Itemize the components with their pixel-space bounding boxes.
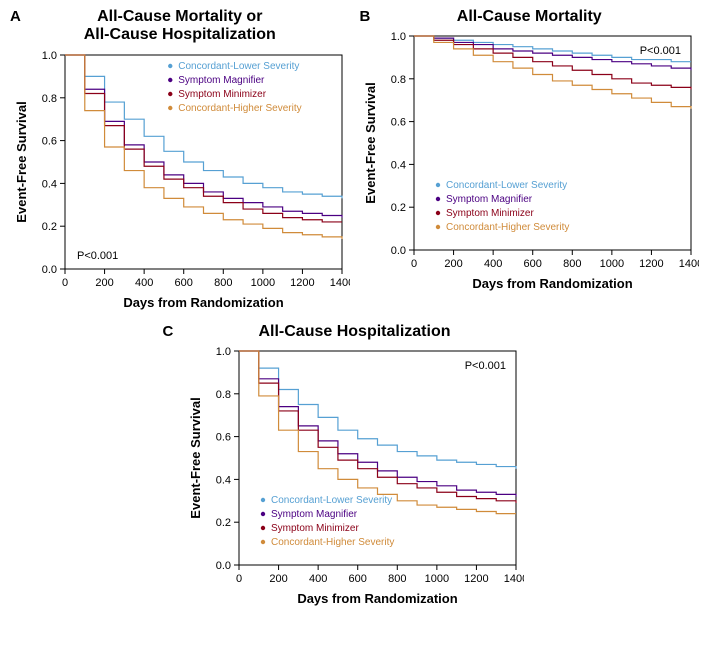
svg-text:Event-Free Survival: Event-Free Survival: [363, 83, 378, 204]
panel-c-svg: 0 200 400 600 800 1000 1200 1400 0.0 0.2 0.4 0.6 0.8…: [184, 343, 524, 613]
svg-text:Concordant-Lower Severity: Concordant-Lower Severity: [178, 61, 299, 72]
svg-text:0: 0: [411, 258, 417, 270]
svg-text:800: 800: [389, 573, 407, 585]
panel-a-title-line2: All-Cause Hospitalization: [84, 26, 276, 43]
panel-a: A All-Cause Mortality or All-Cause Hospi…: [8, 8, 352, 317]
svg-text:0.4: 0.4: [391, 160, 406, 172]
svg-text:0.6: 0.6: [391, 117, 406, 129]
panel-b-title: All-Cause Mortality: [358, 8, 702, 26]
panel-c-label: C: [162, 323, 173, 340]
svg-text:0.0: 0.0: [391, 245, 406, 257]
svg-text:0: 0: [236, 573, 242, 585]
svg-text:0.8: 0.8: [216, 389, 231, 401]
svg-text:Symptom Magnifier: Symptom Magnifier: [271, 509, 358, 520]
svg-text:0.4: 0.4: [41, 178, 56, 190]
svg-text:800: 800: [563, 258, 581, 270]
svg-text:P<0.001: P<0.001: [640, 45, 681, 57]
svg-text:800: 800: [214, 277, 232, 289]
svg-text:1.0: 1.0: [41, 50, 56, 62]
panel-b-label: B: [360, 8, 371, 25]
svg-text:1400: 1400: [679, 258, 699, 270]
svg-text:P<0.001: P<0.001: [465, 360, 506, 372]
svg-text:Symptom Magnifier: Symptom Magnifier: [178, 75, 265, 86]
panel-a-svg: 0 200 400 600 800 1000 1200 1400 0.0 0.2 0.4 0.6 0.8…: [10, 47, 350, 317]
svg-text:200: 200: [95, 277, 113, 289]
panel-c: C All-Cause Hospitalization 0 200 400 600 80…: [160, 323, 548, 613]
svg-text:Concordant-Lower Severity: Concordant-Lower Severity: [271, 495, 392, 506]
svg-text:1400: 1400: [504, 573, 524, 585]
svg-text:0.6: 0.6: [216, 432, 231, 444]
svg-text:0.6: 0.6: [41, 135, 56, 147]
svg-text:600: 600: [349, 573, 367, 585]
svg-text:Symptom Magnifier: Symptom Magnifier: [446, 194, 533, 205]
svg-text:0.0: 0.0: [216, 560, 231, 572]
svg-text:200: 200: [445, 258, 463, 270]
svg-text:600: 600: [174, 277, 192, 289]
svg-text:1200: 1200: [465, 573, 489, 585]
svg-text:400: 400: [484, 258, 502, 270]
svg-text:Event-Free Survival: Event-Free Survival: [14, 101, 29, 222]
svg-text:Concordant-Higher Severity: Concordant-Higher Severity: [271, 537, 394, 548]
panel-a-title: All-Cause Mortality or All-Cause Hospita…: [8, 8, 352, 45]
svg-text:Event-Free Survival: Event-Free Survival: [188, 397, 203, 518]
panel-c-title: All-Cause Hospitalization: [160, 323, 548, 341]
panel-b-title-line1: All-Cause Mortality: [457, 8, 602, 25]
svg-text:Days from Randomization: Days from Randomization: [298, 591, 458, 606]
svg-text:Concordant-Lower Severity: Concordant-Lower Severity: [446, 180, 567, 191]
svg-text:0.2: 0.2: [391, 203, 406, 215]
svg-text:0.8: 0.8: [391, 74, 406, 86]
svg-text:Concordant-Higher Severity: Concordant-Higher Severity: [446, 222, 569, 233]
svg-text:1.0: 1.0: [391, 31, 406, 43]
svg-text:0.2: 0.2: [41, 221, 56, 233]
panel-a-title-line1: All-Cause Mortality or: [97, 8, 262, 25]
svg-text:Symptom Minimizer: Symptom Minimizer: [446, 208, 534, 219]
panel-b-svg: 0 200 400 600 800 1000 1200 1400 0.0 0.2 0.4 0.6 0.8…: [359, 28, 699, 298]
svg-text:P<0.001: P<0.001: [77, 250, 118, 262]
svg-text:Symptom Minimizer: Symptom Minimizer: [271, 523, 359, 534]
svg-text:Days from Randomization: Days from Randomization: [123, 295, 283, 310]
svg-text:1000: 1000: [425, 573, 449, 585]
svg-text:1.0: 1.0: [216, 346, 231, 358]
svg-text:400: 400: [135, 277, 153, 289]
svg-text:0.4: 0.4: [216, 475, 231, 487]
svg-text:600: 600: [524, 258, 542, 270]
svg-text:1000: 1000: [250, 277, 274, 289]
svg-text:Days from Randomization: Days from Randomization: [473, 276, 633, 291]
svg-text:0.2: 0.2: [216, 517, 231, 529]
panel-b: B All-Cause Mortality 0 200 400 600 800 1000 1…: [358, 8, 702, 317]
svg-text:200: 200: [270, 573, 288, 585]
svg-text:1200: 1200: [639, 258, 663, 270]
svg-text:1200: 1200: [290, 277, 314, 289]
svg-text:Concordant-Higher Severity: Concordant-Higher Severity: [178, 103, 301, 114]
svg-text:0: 0: [62, 277, 68, 289]
panel-c-title-line1: All-Cause Hospitalization: [258, 323, 450, 340]
svg-text:Symptom Minimizer: Symptom Minimizer: [178, 89, 266, 100]
svg-text:0.8: 0.8: [41, 93, 56, 105]
svg-text:1400: 1400: [330, 277, 350, 289]
svg-text:0.0: 0.0: [41, 264, 56, 276]
svg-text:1000: 1000: [600, 258, 624, 270]
panel-a-label: A: [10, 8, 21, 25]
chart-grid: A All-Cause Mortality or All-Cause Hospi…: [8, 8, 701, 613]
svg-text:400: 400: [309, 573, 327, 585]
